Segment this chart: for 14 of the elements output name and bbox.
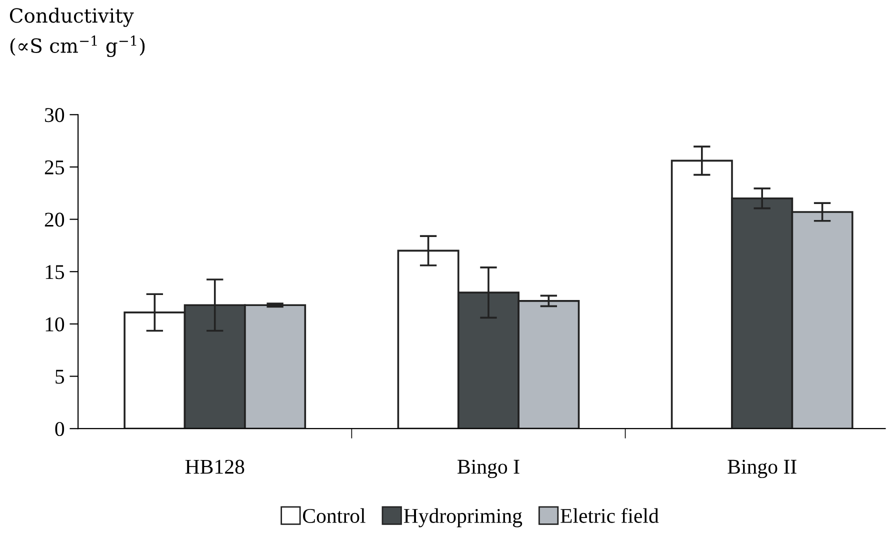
y-tick-label: 0	[55, 422, 64, 436]
x-tick-label: Bingo I	[458, 460, 520, 478]
y-tick-label: 20	[44, 212, 64, 227]
y-tick-label: 5	[56, 370, 64, 384]
legend-label: Eletric field	[560, 508, 659, 523]
y-axis-title: Conductivity (∝S cm$^{−1}$ g$^{−1}$)	[10, 8, 145, 58]
legend-label: Hydropriming	[404, 508, 522, 528]
legend-label: Control	[303, 508, 366, 523]
y-tick-label: 25	[44, 160, 64, 174]
y-tick-label: 15	[46, 265, 64, 280]
x-tick-label: Bingo II	[728, 460, 796, 478]
x-tick-label: HB128	[185, 460, 244, 474]
y-tick-label: 10	[46, 317, 64, 332]
y-tick-label: 30	[45, 108, 64, 122]
